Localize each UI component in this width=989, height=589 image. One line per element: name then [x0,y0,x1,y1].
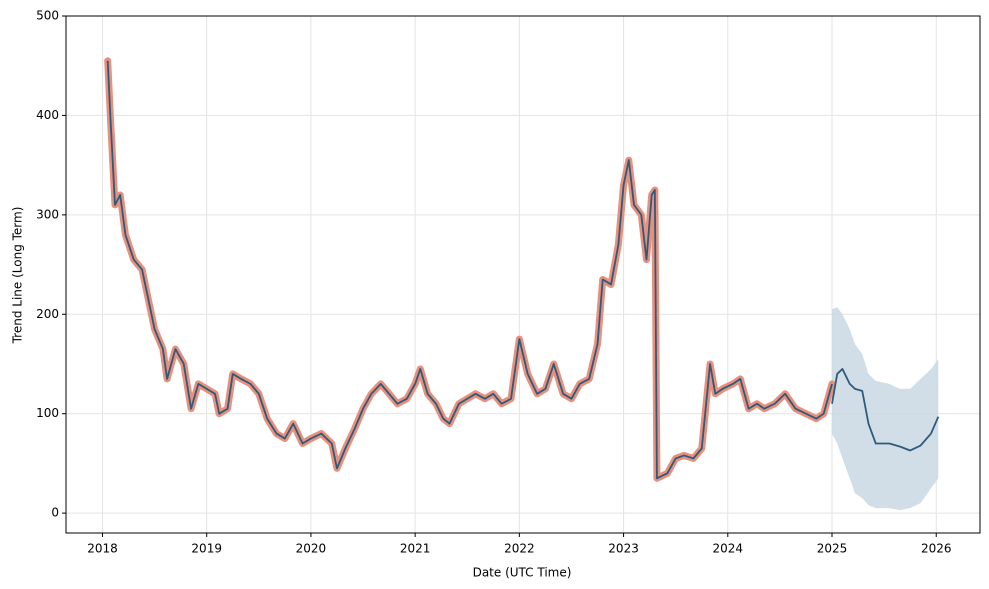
x-tick-label: 2018 [87,542,118,556]
x-tick-label: 2026 [921,542,952,556]
trend-line [106,60,833,480]
plot-frame [65,15,981,534]
confidence-band [832,307,939,511]
x-tick-label: 2023 [608,542,639,556]
x-tick-label: 2020 [296,542,327,556]
y-tick-label: 400 [36,108,59,122]
y-tick-label: 300 [36,207,59,221]
x-tick-label: 2021 [400,542,431,556]
price-highlight [104,57,836,482]
x-tick-label: 2022 [504,542,535,556]
y-tick-label: 200 [36,307,59,321]
y-tick-label: 500 [36,9,59,23]
y-tick-label: 100 [36,406,59,420]
y-tick-label: 0 [51,506,59,520]
x-tick-label: 2025 [817,542,848,556]
x-tick-label: 2019 [191,542,222,556]
x-tick-label: 2024 [713,542,744,556]
trend-line [831,368,940,452]
x-axis-label: Date (UTC Time) [473,566,572,580]
y-axis-label: Trend Line (Long Term) [11,207,25,345]
